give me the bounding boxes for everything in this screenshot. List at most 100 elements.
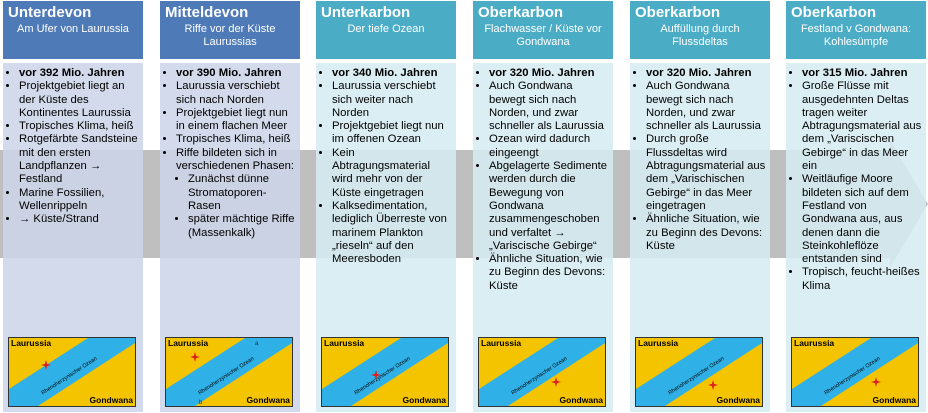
north-label: Laurussia [794,338,834,348]
column-title: Oberkarbon [478,4,564,21]
column-body: vor 320 Mio. JahrenAuch Gondwana bewegt … [473,63,613,412]
column-title: Unterkarbon [321,4,411,21]
bullet: Projektgebiet liegt an der Küste des Kon… [19,80,140,120]
bullet: Ozean wird dadurch eingeengt [489,133,610,160]
column-header: Mitteldevon Riffe vor der Küste Laurussia… [160,1,300,59]
bullet: vor 315 Mio. Jahren [802,67,923,80]
column: Mitteldevon Riffe vor der Küste Laurussia… [160,1,300,412]
column-title: Unterdevon [8,4,92,21]
bullet: Rotgefärbte Sandsteine mit den ersten La… [19,133,140,186]
south-label: Gondwana [717,395,761,405]
bullet: Tropisch, feucht-heißes Klima [802,266,923,293]
column-header: Oberkarbon Auffüllung durch Flussdeltas [630,1,770,59]
column: Oberkarbon Auffüllung durch Flussdeltas vo… [630,1,770,412]
column-body: vor 315 Mio. JahrenGroße Flüsse mit ausg… [786,63,926,412]
column-body: vor 392 Mio. JahrenProjektgebiet liegt a… [3,63,143,412]
bullet: vor 340 Mio. Jahren [332,67,453,80]
bullet: Ähnliche Situation, wie zu Beginn des De… [646,213,767,253]
column-header: Oberkarbon Flachwasser / Küste vor Gondwa… [473,1,613,59]
bullet: Projektgebiet liegt nun in einem flachen… [176,107,297,134]
column-body: vor 340 Mio. JahrenLaurussia verschiebt … [316,63,456,412]
bullet: Auch Gondwana bewegt sich nach Norden, u… [489,80,610,133]
bullet-list: vor 390 Mio. JahrenLaurussia verschiebt … [163,67,297,240]
bullet-list: vor 315 Mio. JahrenGroße Flüsse mit ausg… [789,67,923,293]
bullet-list: vor 320 Mio. JahrenAuch Gondwana bewegt … [476,67,610,293]
column-body: vor 320 Mio. JahrenAuch Gondwana bewegt … [630,63,770,412]
column-subtitle: Am Ufer von Laurussia [17,23,129,35]
bullet: Tropisches Klima, heiß [19,120,140,133]
north-label: Laurussia [11,338,51,348]
south-label: Gondwana [90,395,134,405]
ocean [792,338,918,406]
column-title: Oberkarbon [791,4,877,21]
bullet: vor 320 Mio. Jahren [489,67,610,80]
site-star [708,380,718,390]
site-star [871,377,881,387]
bullet-text: Riffe bildeten sich in verschiedenen Pha… [176,146,295,173]
bullet: Kalksedimentation, lediglich Überreste v… [332,200,453,266]
site-star [190,352,200,362]
column-header: Unterkarbon Der tiefe Ozean [316,1,456,59]
bullet: Ähnliche Situation, wie zu Beginn des De… [489,253,610,293]
bullet-list: vor 392 Mio. JahrenProjektgebiet liegt a… [6,67,140,227]
ocean [479,338,605,406]
column-subtitle: Der tiefe Ozean [347,23,425,35]
south-label: Gondwana [403,395,447,405]
bullet: Durch große Flussdeltas wird Abtragungsm… [646,133,767,213]
site-star [41,360,51,370]
bullet: Abgelagerte Sedimente werden durch die B… [489,160,610,253]
ocean [9,338,135,406]
bullet: Auch Gondwana bewegt sich nach Norden, u… [646,80,767,133]
south-label: Gondwana [873,395,917,405]
column-subtitle: Flachwasser / Küste vor Gondwana [484,23,602,48]
bullet-list: vor 320 Mio. JahrenAuch Gondwana bewegt … [633,67,767,253]
column-body: vor 390 Mio. JahrenLaurussia verschiebt … [160,63,300,412]
north-label: Laurussia [481,338,521,348]
north-label: Laurussia [168,338,208,348]
sub-bullet: Zunächst dünne Stromatoporen-Rasen [188,173,297,213]
ocean [166,338,292,406]
bullet: Laurussia verschiebt sich nach Norden [176,80,297,107]
column-title: Mitteldevon [165,4,249,21]
bullet: Kein Abtragungsmaterial wird mehr von de… [332,147,453,200]
south-label: Gondwana [247,395,291,405]
south-label: Gondwana [560,395,604,405]
bullet: vor 320 Mio. Jahren [646,67,767,80]
column: Oberkarbon Flachwasser / Küste vor Gondwa… [473,1,613,412]
site-star [371,370,381,380]
bullet: → Küste/Strand [19,213,140,226]
sub-list: Zunächst dünne Stromatoporen-Rasenspäter… [176,173,297,239]
bullet: Marine Fossilien, Wellenrippeln [19,187,140,214]
site-star [551,377,561,387]
bullet: vor 390 Mio. Jahren [176,67,297,80]
ocean [636,338,762,406]
column: Unterkarbon Der tiefe Ozean vor 340 Mio. J… [316,1,456,412]
column-header: Unterdevon Am Ufer von Laurussia [3,1,143,59]
column-title: Oberkarbon [635,4,721,21]
column-subtitle: Auffüllung durch Flussdeltas [660,23,740,48]
bullet: Riffe bildeten sich in verschiedenen Pha… [176,147,297,240]
north-label: Laurussia [324,338,364,348]
column: Oberkarbon Festland v Gondwana: Kohlesümp… [786,1,926,412]
ocean [322,338,448,406]
bullet: vor 392 Mio. Jahren [19,67,140,80]
bullet: Laurussia verschiebt sich weiter nach No… [332,80,453,120]
column-subtitle: Festland v Gondwana: Kohlesümpfe [800,23,912,48]
bullet-list: vor 340 Mio. JahrenLaurussia verschiebt … [319,67,453,266]
bullet: Tropisches Klima, heiß [176,133,297,146]
map-mark: b [199,400,203,406]
bullet: Projektgebiet liegt nun im offenen Ozean [332,120,453,147]
north-label: Laurussia [638,338,678,348]
bullet: Große Flüsse mit ausgedehnten Deltas tra… [802,80,923,173]
column-subtitle: Riffe vor der Küste Laurussias [184,23,276,48]
column-header: Oberkarbon Festland v Gondwana: Kohlesümp… [786,1,926,59]
bullet: Weitläufige Moore bildeten sich auf dem … [802,173,923,266]
map-mark: a [255,341,259,347]
